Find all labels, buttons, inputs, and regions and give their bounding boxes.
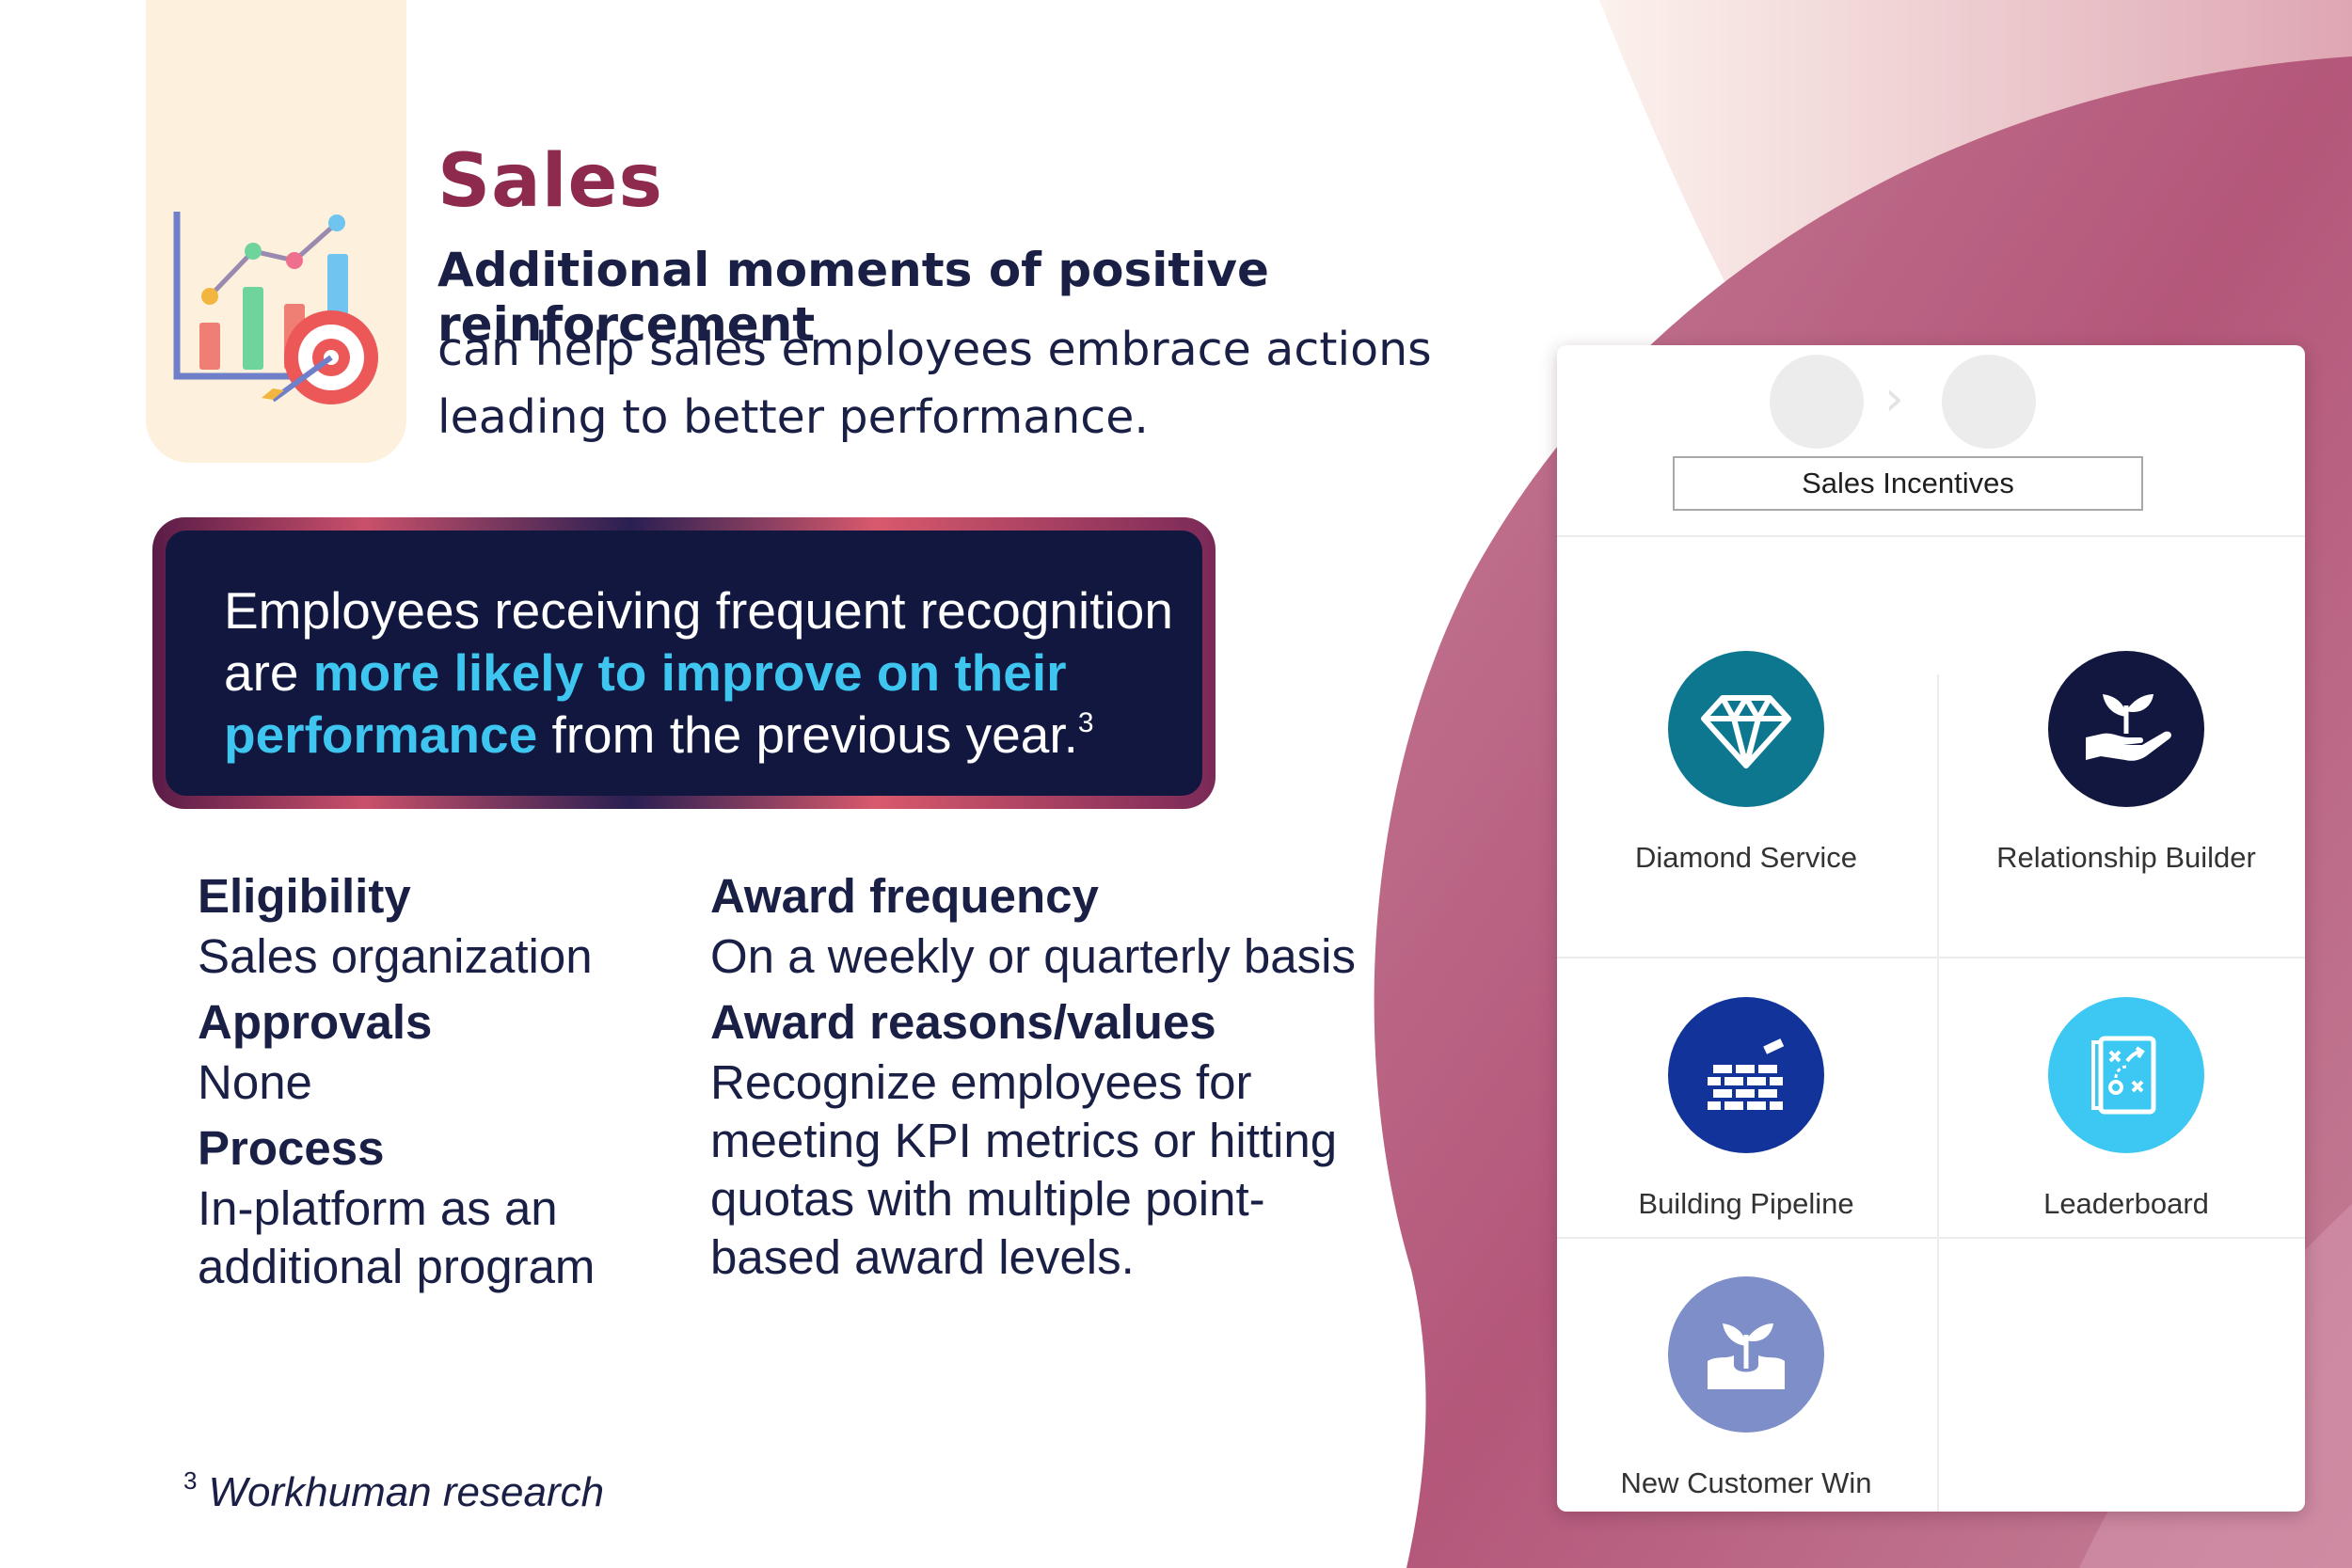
hand-plant-icon [2048, 651, 2204, 807]
award-reasons-value: Recognize employees for meeting KPI metr… [710, 1055, 1338, 1284]
award-frequency-value: On a weekly or quarterly basis [710, 929, 1356, 983]
details-left-column: Eligibility Sales organization Approvals… [198, 865, 687, 1302]
divider [1557, 535, 2305, 537]
avatar-placeholder [1942, 355, 2036, 449]
avatar-placeholder [1770, 355, 1864, 449]
footnote-marker: 3 [183, 1466, 198, 1495]
award-reasons-heading: Award reasons/values [710, 995, 1216, 1049]
divider [1937, 674, 1939, 1512]
stat-callout-inner: Employees receiving frequent recognition… [166, 531, 1202, 796]
award-tile-relationship-builder[interactable]: Relationship Builder [1937, 651, 2305, 875]
awards-card: › Sales Incentives Diamond Service Relat… [1557, 345, 2305, 1512]
award-tile-leaderboard[interactable]: Leaderboard [1937, 997, 2305, 1221]
approvals-heading: Approvals [198, 995, 433, 1049]
callout-highlight: more likely to improve on their performa… [224, 643, 1067, 764]
award-tile-diamond-service[interactable]: Diamond Service [1557, 651, 1935, 875]
lead-body: can help sales employees embrace actions… [437, 323, 1432, 444]
award-tile-new-customer-win[interactable]: New Customer Win [1557, 1276, 1935, 1500]
diamond-icon [1668, 651, 1824, 807]
callout-text-before: Employees receiving frequent recognition… [224, 581, 1173, 702]
brick-wall-icon [1668, 997, 1824, 1153]
approvals-value: None [198, 1055, 312, 1109]
stat-callout: Employees receiving frequent recognition… [152, 517, 1216, 809]
award-label: Building Pipeline [1638, 1187, 1854, 1220]
strategy-board-icon [2048, 997, 2204, 1153]
details-right-column: Award frequency On a weekly or quarterly… [710, 865, 1369, 1292]
callout-footnote-ref: 3 [1077, 707, 1094, 738]
sales-incentives-tab[interactable]: Sales Incentives [1673, 456, 2143, 511]
process-heading: Process [198, 1121, 385, 1175]
award-frequency-heading: Award frequency [710, 869, 1099, 923]
footnote-text: Workhuman research [208, 1469, 605, 1515]
award-label: Diamond Service [1634, 841, 1858, 874]
award-label: New Customer Win [1620, 1466, 1872, 1499]
award-label: Leaderboard [2043, 1187, 2209, 1220]
chevron-right-icon: › [1884, 371, 1904, 427]
eligibility-heading: Eligibility [198, 869, 411, 923]
sprout-icon [1668, 1276, 1824, 1433]
award-tile-building-pipeline[interactable]: Building Pipeline [1557, 997, 1935, 1221]
stat-callout-text: Employees receiving frequent recognition… [224, 579, 1202, 766]
divider [1557, 1237, 2305, 1239]
footnote: 3 Workhuman research [183, 1466, 605, 1516]
page-title: Sales [437, 139, 663, 224]
divider [1557, 957, 2305, 958]
chart-target-icon [173, 212, 378, 404]
eligibility-value: Sales organization [198, 929, 593, 983]
process-value: In-platform as an additional program [198, 1181, 596, 1293]
lead-heading: Additional moments of positive reinforce… [437, 243, 1269, 352]
award-label: Relationship Builder [1996, 841, 2256, 874]
callout-text-after: from the previous year. [537, 705, 1078, 764]
